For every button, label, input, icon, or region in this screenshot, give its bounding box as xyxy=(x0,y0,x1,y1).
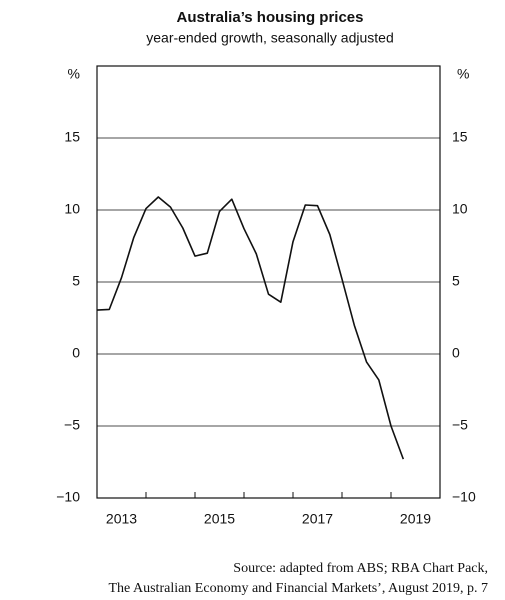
y-tick-label: −5 xyxy=(64,417,80,433)
source: Source: adapted from ABS; RBA Chart Pack… xyxy=(233,561,488,576)
y-tick-label: −10 xyxy=(56,489,80,505)
y2-tick-label: 5 xyxy=(452,273,460,289)
y2-tick-label: 10 xyxy=(452,201,468,217)
y2-tick-label: −10 xyxy=(452,489,476,505)
y2-tick-label: 15 xyxy=(452,129,468,145)
y2-unit: % xyxy=(457,66,469,82)
data-line xyxy=(96,196,405,460)
source: The Australian Economy and Financial Mar… xyxy=(109,581,489,596)
x-tick-label: 2013 xyxy=(106,511,137,527)
chart-title: Australia’s housing prices xyxy=(177,9,364,26)
y2-tick-label: 0 xyxy=(452,345,460,361)
y-tick-label: 5 xyxy=(72,273,80,289)
x-tick-label: 2019 xyxy=(400,511,431,527)
chart-subtitle: year-ended growth, seasonally adjusted xyxy=(146,30,394,46)
plot-frame xyxy=(96,65,441,499)
x-tick-label: 2015 xyxy=(204,511,235,527)
y-tick-label: 15 xyxy=(64,129,80,145)
y-tick-label: 0 xyxy=(72,345,80,361)
y-unit: % xyxy=(68,66,80,82)
y-tick-label: 10 xyxy=(64,201,80,217)
y2-tick-label: −5 xyxy=(452,417,468,433)
x-tick-label: 2017 xyxy=(302,511,333,527)
